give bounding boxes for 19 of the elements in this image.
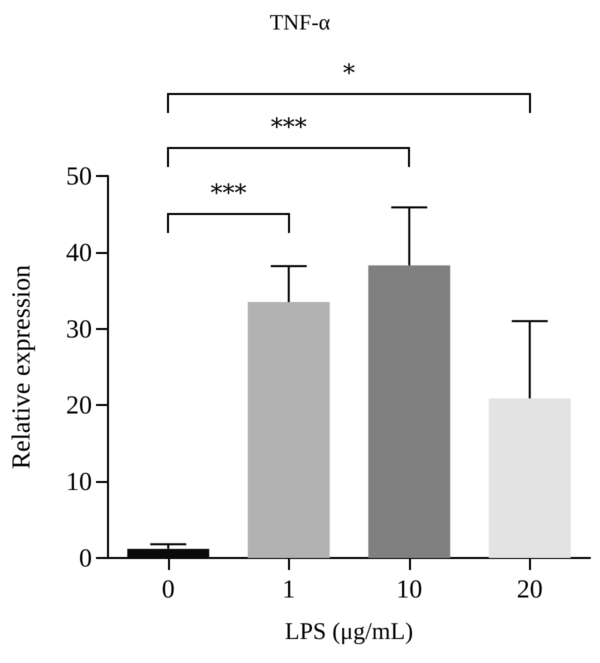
y-axis-title: Relative expression <box>6 264 36 470</box>
annotation: *** <box>210 179 246 207</box>
y-tick-label: 30 <box>66 314 92 344</box>
bar <box>488 398 571 558</box>
text: * <box>343 59 355 87</box>
text: *** <box>270 113 307 141</box>
y-tick-label: 40 <box>66 238 92 267</box>
y-tick-label: 10 <box>66 467 92 496</box>
bar <box>368 265 450 558</box>
x-tick-label: 1 <box>282 574 296 604</box>
x-tick-label: 0 <box>162 574 175 604</box>
y-tick-label: 0 <box>79 544 92 572</box>
x-tick-label: 10 <box>396 574 422 604</box>
y-tick-label: 50 <box>66 162 92 190</box>
y-tick-label: 20 <box>66 390 92 420</box>
chart-title: TNF-α <box>270 10 331 34</box>
bar <box>248 302 330 558</box>
x-axis-title: LPS (μg/mL) <box>284 619 414 645</box>
x-tick-label: 20 <box>516 574 543 604</box>
